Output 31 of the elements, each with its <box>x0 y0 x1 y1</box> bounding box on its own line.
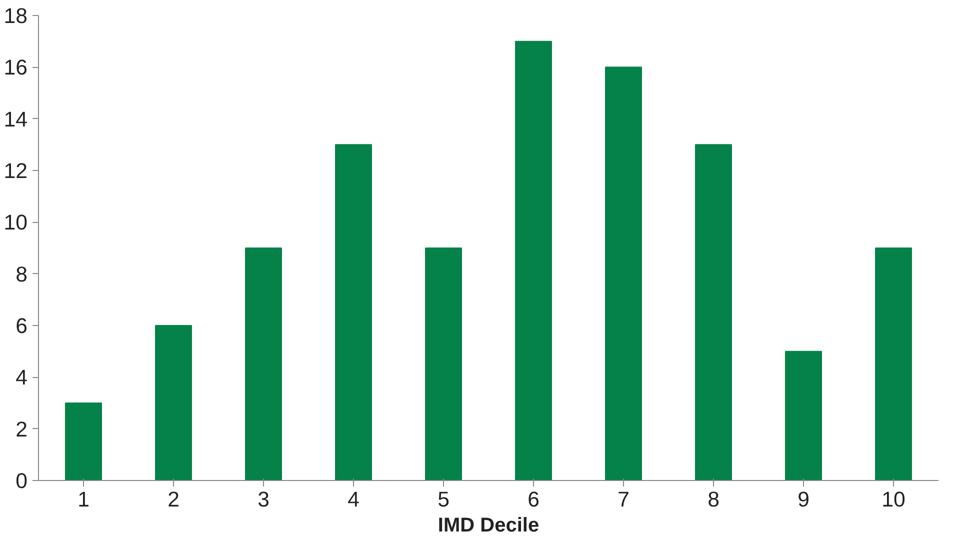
x-tick-label: 4 <box>348 488 360 512</box>
y-tick-label: 2 <box>16 417 28 442</box>
y-tick-label: 8 <box>16 262 28 286</box>
bar <box>335 144 372 480</box>
x-tick-label: 5 <box>438 488 450 512</box>
x-tick-label: 10 <box>882 488 906 512</box>
x-axis-title: IMD Decile <box>438 514 540 536</box>
bar <box>425 248 462 480</box>
bar <box>875 248 912 480</box>
y-tick-label: 18 <box>4 4 28 28</box>
x-tick-label: 6 <box>528 488 540 512</box>
y-tick-label: 10 <box>4 210 28 235</box>
bar <box>65 402 102 480</box>
y-tick-label: 4 <box>16 366 28 390</box>
x-tick-label: 1 <box>78 488 90 512</box>
x-tick-label: 9 <box>798 488 810 512</box>
bar <box>245 248 282 480</box>
y-tick-label: 0 <box>16 469 28 493</box>
y-tick-label: 16 <box>4 56 28 80</box>
y-tick-label: 6 <box>16 314 28 338</box>
x-tick-label: 7 <box>618 488 630 512</box>
bar <box>605 66 642 480</box>
x-tick-label: 3 <box>258 488 270 512</box>
bar <box>515 40 552 480</box>
x-tick-label: 2 <box>168 488 180 512</box>
bar <box>695 144 732 480</box>
y-tick-label: 14 <box>4 107 28 132</box>
bar <box>785 350 822 480</box>
bar <box>155 325 192 480</box>
y-tick-label: 12 <box>4 159 28 183</box>
x-tick-label: 8 <box>708 488 720 512</box>
